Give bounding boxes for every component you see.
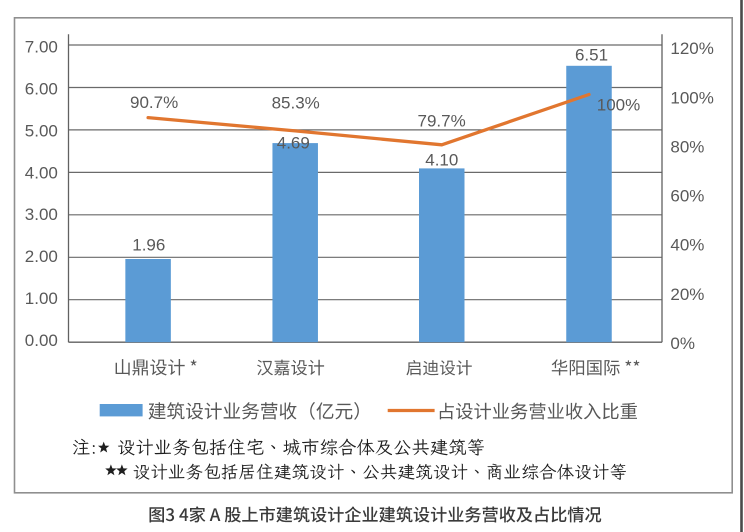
svg-text:7.00: 7.00	[25, 38, 58, 57]
svg-text:100%: 100%	[670, 88, 713, 107]
svg-text:85.3%: 85.3%	[272, 93, 320, 112]
svg-text:6.51: 6.51	[575, 46, 608, 65]
svg-text:3.00: 3.00	[25, 205, 58, 224]
svg-text:4.69: 4.69	[277, 134, 310, 153]
svg-text:79.7%: 79.7%	[417, 112, 465, 131]
svg-text:20%: 20%	[670, 285, 704, 304]
svg-text:120%: 120%	[670, 39, 713, 58]
svg-text:90.7%: 90.7%	[130, 93, 178, 112]
svg-text:6.00: 6.00	[25, 80, 58, 99]
svg-text:4.10: 4.10	[425, 151, 458, 170]
svg-text:2.00: 2.00	[25, 247, 58, 266]
svg-text:4.00: 4.00	[25, 163, 58, 182]
svg-text:100%: 100%	[597, 96, 640, 115]
svg-text:0.00: 0.00	[25, 331, 58, 350]
svg-text:40%: 40%	[670, 236, 704, 255]
svg-text:0%: 0%	[670, 334, 695, 353]
svg-text:1.96: 1.96	[132, 235, 165, 254]
svg-text:60%: 60%	[670, 187, 704, 206]
svg-text:80%: 80%	[670, 137, 704, 156]
svg-text:1.00: 1.00	[25, 289, 58, 308]
svg-text:5.00: 5.00	[25, 121, 58, 140]
